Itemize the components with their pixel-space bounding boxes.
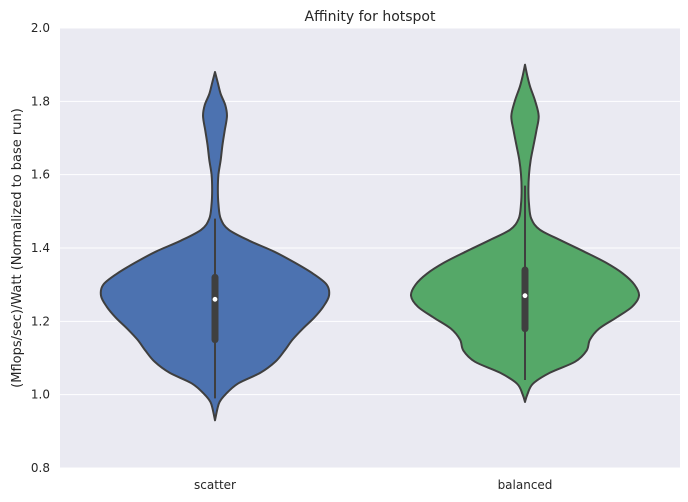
y-axis-label: (Mflops/sec)/Watt (Normalized to base ru… — [10, 108, 25, 388]
y-tick-label: 1.8 — [31, 94, 50, 108]
x-axis-ticks: scatter balanced — [194, 478, 552, 492]
y-tick-label: 1.4 — [31, 241, 50, 255]
chart-title: Affinity for hotspot — [305, 9, 436, 25]
violin-median-scatter — [212, 296, 218, 302]
y-tick-label: 1.0 — [31, 388, 50, 402]
y-tick-label: 1.2 — [31, 314, 50, 328]
y-tick-label: 1.6 — [31, 168, 50, 182]
y-tick-label: 0.8 — [31, 461, 50, 475]
y-tick-label: 2.0 — [31, 21, 50, 35]
x-tick-label: scatter — [194, 478, 236, 492]
x-tick-label: balanced — [498, 478, 553, 492]
y-axis-ticks: 0.8 1.0 1.2 1.4 1.6 1.8 2.0 — [31, 21, 50, 475]
violins — [99, 63, 641, 422]
violin-median-balanced — [522, 293, 528, 299]
